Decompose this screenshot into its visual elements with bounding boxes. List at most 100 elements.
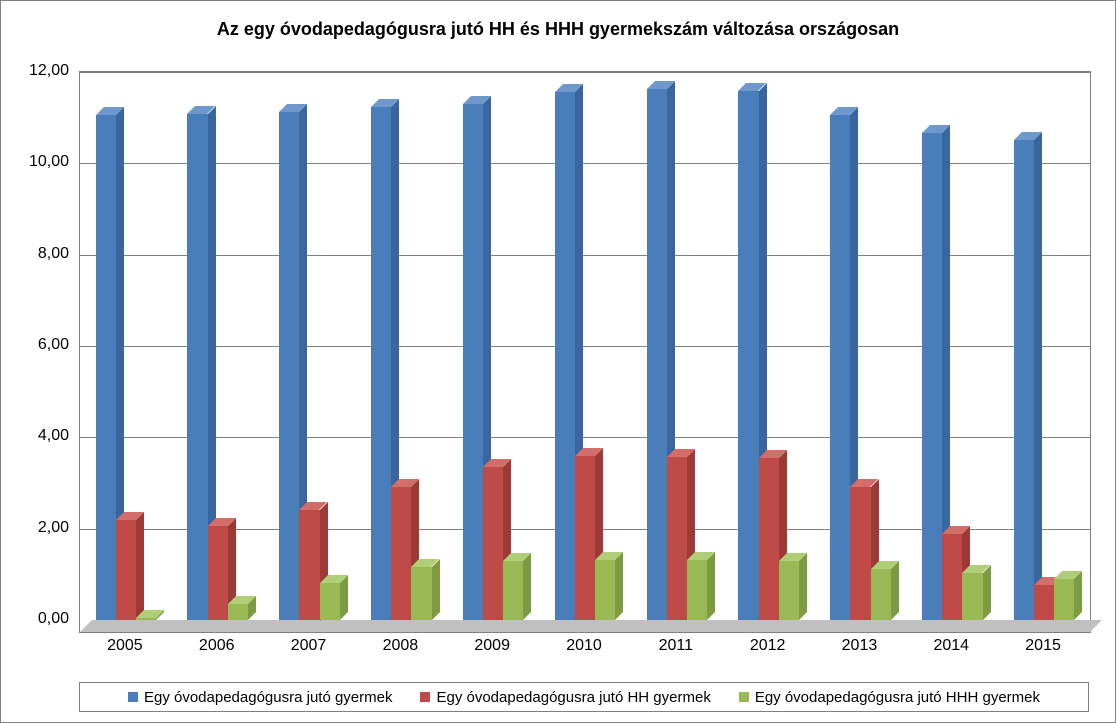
- bar: [503, 561, 523, 620]
- bar-side: [523, 553, 531, 620]
- legend: Egy óvodapedagógusra jutó gyermek Egy óvo…: [79, 682, 1089, 712]
- bar-front: [279, 112, 299, 620]
- bar-side: [136, 512, 144, 620]
- bar-side: [799, 553, 807, 620]
- bar: [463, 104, 483, 620]
- legend-swatch: [420, 692, 430, 702]
- x-tick-label: 2005: [79, 637, 171, 655]
- bar-front: [320, 583, 340, 620]
- bar: [1034, 585, 1054, 620]
- bar: [687, 560, 707, 620]
- chart-container: Az egy óvodapedagógusra jutó HH és HHH g…: [0, 0, 1116, 723]
- bar: [136, 618, 156, 620]
- legend-label: Egy óvodapedagógusra jutó HH gyermek: [436, 689, 710, 706]
- bar-front: [187, 114, 207, 620]
- bar: [667, 457, 687, 620]
- bar-side: [983, 565, 991, 620]
- bar-front: [228, 604, 248, 620]
- bar: [871, 569, 891, 620]
- bar-front: [830, 115, 850, 620]
- bar-front: [942, 534, 962, 620]
- bar-side: [891, 561, 899, 620]
- legend-swatch: [739, 692, 749, 702]
- bar-front: [922, 133, 942, 620]
- x-tick-label: 2012: [722, 637, 814, 655]
- bar: [1054, 579, 1074, 620]
- bar-front: [647, 89, 667, 620]
- bar-front: [779, 561, 799, 620]
- legend-item: Egy óvodapedagógusra jutó HH gyermek: [420, 689, 710, 706]
- legend-item: Egy óvodapedagógusra jutó gyermek: [128, 689, 393, 706]
- bar-front: [759, 458, 779, 620]
- bar: [483, 467, 503, 620]
- chart-title: Az egy óvodapedagógusra jutó HH és HHH g…: [1, 1, 1115, 50]
- y-tick-label: 2,00: [9, 519, 69, 537]
- bar-side: [432, 559, 440, 620]
- bar-side: [1074, 571, 1082, 620]
- y-tick-label: 8,00: [9, 245, 69, 263]
- bar: [320, 583, 340, 620]
- bar: [228, 604, 248, 620]
- bar-front: [667, 457, 687, 620]
- bar: [779, 561, 799, 620]
- bar-front: [391, 487, 411, 620]
- bar: [299, 510, 319, 621]
- bar-front: [463, 104, 483, 620]
- bar-front: [503, 561, 523, 620]
- bar-front: [371, 107, 391, 620]
- x-tick-label: 2013: [814, 637, 906, 655]
- bar-front: [1054, 579, 1074, 620]
- bar: [850, 487, 870, 620]
- x-tick-label: 2014: [905, 637, 997, 655]
- bar: [411, 567, 431, 620]
- bar-front: [208, 526, 228, 620]
- x-tick-label: 2010: [538, 637, 630, 655]
- bar: [962, 573, 982, 620]
- bar-front: [738, 91, 758, 620]
- bar: [187, 114, 207, 620]
- bar-front: [871, 569, 891, 620]
- bar: [575, 456, 595, 620]
- bar-front: [575, 456, 595, 620]
- bar-front: [595, 560, 615, 620]
- bar-front: [136, 618, 156, 620]
- bar: [922, 133, 942, 620]
- bar: [279, 112, 299, 620]
- x-tick-label: 2006: [171, 637, 263, 655]
- legend-label: Egy óvodapedagógusra jutó gyermek: [144, 689, 393, 706]
- bar: [555, 92, 575, 620]
- y-tick-label: 10,00: [9, 153, 69, 171]
- bar: [759, 458, 779, 620]
- bar-front: [96, 115, 116, 620]
- legend-label: Egy óvodapedagógusra jutó HHH gyermek: [755, 689, 1040, 706]
- bar: [391, 487, 411, 620]
- bar-front: [1034, 585, 1054, 620]
- bar: [830, 115, 850, 620]
- bar: [647, 89, 667, 620]
- bar: [371, 107, 391, 620]
- y-tick-label: 0,00: [9, 610, 69, 628]
- legend-item: Egy óvodapedagógusra jutó HHH gyermek: [739, 689, 1040, 706]
- bar: [738, 91, 758, 620]
- x-tick-label: 2015: [997, 637, 1089, 655]
- x-tick-label: 2007: [263, 637, 355, 655]
- bar-front: [299, 510, 319, 621]
- floor-3d: [80, 620, 1102, 632]
- bar: [595, 560, 615, 620]
- bar-front: [411, 567, 431, 620]
- bars-area: [80, 72, 1090, 620]
- bar-side: [615, 552, 623, 620]
- x-tick-label: 2011: [630, 637, 722, 655]
- y-tick-label: 6,00: [9, 336, 69, 354]
- x-tick-label: 2008: [354, 637, 446, 655]
- bar-front: [1014, 140, 1034, 620]
- bar-front: [962, 573, 982, 620]
- bar-front: [483, 467, 503, 620]
- bar-side: [1034, 132, 1042, 620]
- bar: [96, 115, 116, 620]
- bar-front: [687, 560, 707, 620]
- y-tick-label: 4,00: [9, 427, 69, 445]
- x-axis-labels: 2005200620072008200920102011201220132014…: [79, 637, 1089, 661]
- bar: [942, 534, 962, 620]
- bar-front: [850, 487, 870, 620]
